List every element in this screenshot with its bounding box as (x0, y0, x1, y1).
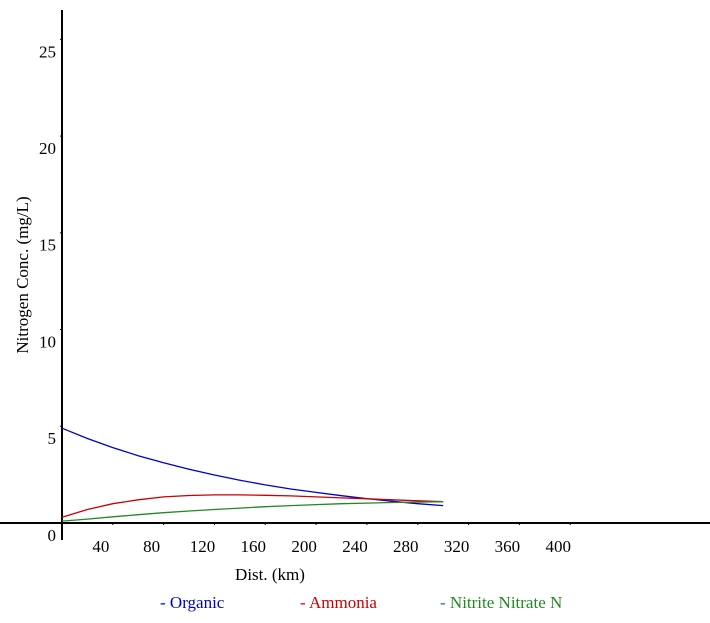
series-line (61, 501, 444, 522)
x-tick-label: 280 (393, 537, 419, 556)
x-tick-label: 240 (342, 537, 368, 556)
x-tick-label: 200 (291, 537, 317, 556)
x-tick-label: 120 (190, 537, 216, 556)
x-tick-label: 320 (444, 537, 470, 556)
x-tick-label: 160 (241, 537, 267, 556)
legend-entry: - Ammonia (300, 593, 377, 612)
y-tick-label: 10 (39, 332, 56, 351)
x-tick-label: 360 (495, 537, 521, 556)
y-tick-label: 15 (39, 236, 56, 255)
x-tick-label: 40 (92, 537, 109, 556)
x-tick-label: 400 (545, 537, 571, 556)
series-line (61, 427, 444, 507)
x-axis-label: Dist. (km) (235, 565, 305, 584)
y-tick-label: 5 (48, 429, 57, 448)
y-tick-label: 20 (39, 139, 56, 158)
series-line (61, 494, 444, 518)
y-axis-label: Nitrogen Conc. (mg/L) (13, 196, 32, 353)
y-tick-label: 25 (39, 42, 56, 61)
y-tick-label: 0 (48, 526, 57, 545)
x-tick-label: 80 (143, 537, 160, 556)
legend-entry: - Nitrite Nitrate N (440, 593, 562, 612)
legend-entry: - Organic (160, 593, 225, 612)
